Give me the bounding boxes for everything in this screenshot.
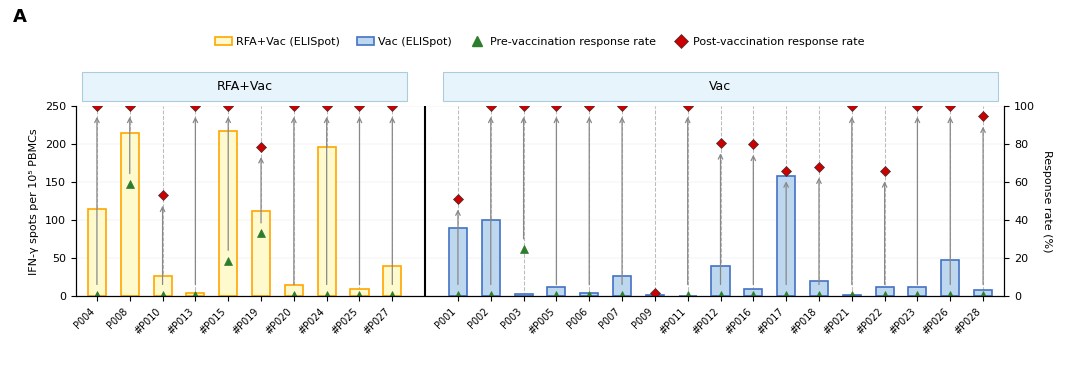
Bar [613,276,631,296]
Text: +: + [191,94,200,104]
Bar [121,133,138,296]
Bar [876,287,893,296]
Bar [252,211,270,296]
Bar [82,72,407,101]
Y-axis label: IFN-γ spots per 10⁵ PBMCs: IFN-γ spots per 10⁵ PBMCs [29,128,39,275]
Text: +: + [225,94,232,104]
Text: A: A [13,8,27,25]
Bar [187,293,204,296]
Bar [351,289,368,296]
Bar [449,228,467,296]
Bar [646,295,664,296]
Text: +: + [585,94,593,104]
Text: +: + [125,94,134,104]
Bar [712,266,729,296]
Text: +: + [289,94,298,104]
Bar [514,294,532,296]
Bar [285,285,302,296]
Bar [942,260,959,296]
Bar [87,209,106,296]
Bar [744,289,762,296]
Text: +: + [93,94,102,104]
Text: +: + [848,94,855,104]
Text: +: + [914,94,921,104]
Text: +: + [519,94,528,104]
Text: +: + [323,94,330,104]
Bar [153,276,172,296]
Y-axis label: Response rate (%): Response rate (%) [1042,150,1052,253]
Text: +: + [487,94,495,104]
Bar [810,281,828,296]
Bar [974,290,993,296]
Bar [318,147,336,296]
Text: RFA+Vac: RFA+Vac [217,80,272,93]
Bar [580,293,598,296]
Bar [383,266,402,296]
Bar [482,220,500,296]
Bar [443,72,998,101]
Bar [778,176,795,296]
Text: +: + [388,94,396,104]
Text: Vac: Vac [710,80,731,93]
Text: +: + [684,94,692,104]
Legend: RFA+Vac (ELISpot), Vac (ELISpot), Pre-vaccination response rate, Post-vaccinatio: RFA+Vac (ELISpot), Vac (ELISpot), Pre-va… [211,32,869,51]
Text: +: + [355,94,364,104]
Bar [548,287,566,296]
Text: +: + [946,94,955,104]
Text: +: + [552,94,561,104]
Bar [219,131,238,296]
Text: +: + [618,94,626,104]
Bar [908,287,927,296]
Bar [842,295,861,296]
